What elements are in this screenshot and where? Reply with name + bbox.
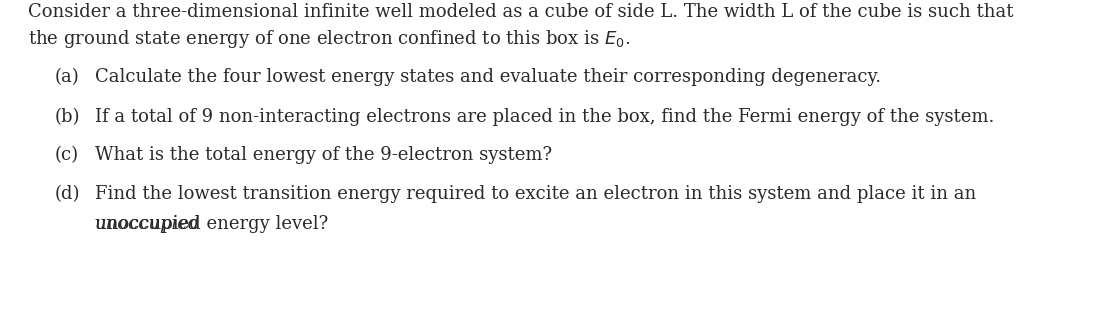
Text: (c): (c) (54, 146, 79, 164)
Text: unoccupied: unoccupied (95, 215, 200, 233)
Text: Calculate the four lowest energy states and evaluate their corresponding degener: Calculate the four lowest energy states … (95, 68, 881, 86)
Text: (a): (a) (54, 68, 80, 86)
Text: What is the total energy of the 9-electron system?: What is the total energy of the 9-electr… (95, 146, 553, 164)
Text: Find the lowest transition energy required to excite an electron in this system : Find the lowest transition energy requir… (95, 185, 976, 203)
Text: unoccupied energy level?: unoccupied energy level? (95, 215, 328, 233)
Text: the ground state energy of one electron confined to this box is $E_0$.: the ground state energy of one electron … (28, 28, 631, 50)
Text: (b): (b) (54, 108, 80, 126)
Text: Consider a three-dimensional infinite well modeled as a cube of side L. The widt: Consider a three-dimensional infinite we… (28, 3, 1013, 21)
Text: If a total of 9 non-interacting electrons are placed in the box, find the Fermi : If a total of 9 non-interacting electron… (95, 108, 994, 126)
Text: (d): (d) (54, 185, 80, 203)
